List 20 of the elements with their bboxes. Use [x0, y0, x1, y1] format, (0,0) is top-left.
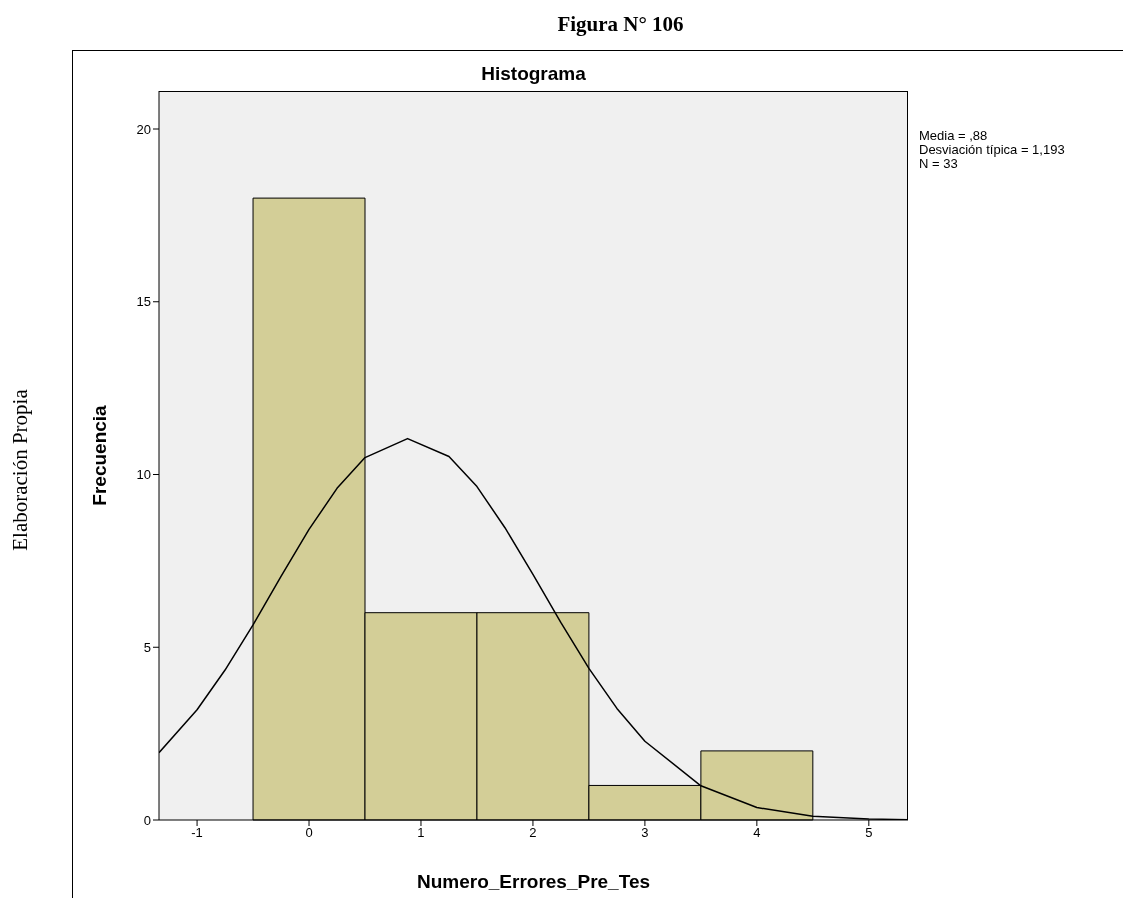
y-tick-label: 10 [136, 467, 151, 483]
text: Desviación típica = 1,193 [919, 142, 1065, 157]
y-tick-label: 5 [143, 639, 151, 655]
y-tick-label: 0 [143, 812, 151, 828]
x-axis-title: Numero_Errores_Pre_Tes [416, 871, 651, 892]
x-tick-label: -1 [191, 825, 203, 841]
x-tick-label: 0 [305, 825, 313, 841]
y-tick-label: 20 [136, 121, 151, 137]
chart-title: Figura N° 106 [556, 12, 685, 37]
text: N = 33 [919, 156, 959, 171]
y-tick-label: 15 [136, 294, 151, 310]
y-axis-title: Frecuencia [88, 404, 110, 506]
x-tick-label: 2 [529, 825, 537, 841]
x-tick-label: 5 [865, 825, 873, 841]
text: Media = ,88 [919, 128, 989, 143]
x-tick-label: 3 [641, 825, 649, 841]
x-tick-label: 4 [753, 825, 761, 841]
x-tick-label: 1 [417, 825, 425, 841]
text: Elaboración Propia [7, 389, 33, 551]
chart-subtitle: Histograma [480, 63, 587, 85]
